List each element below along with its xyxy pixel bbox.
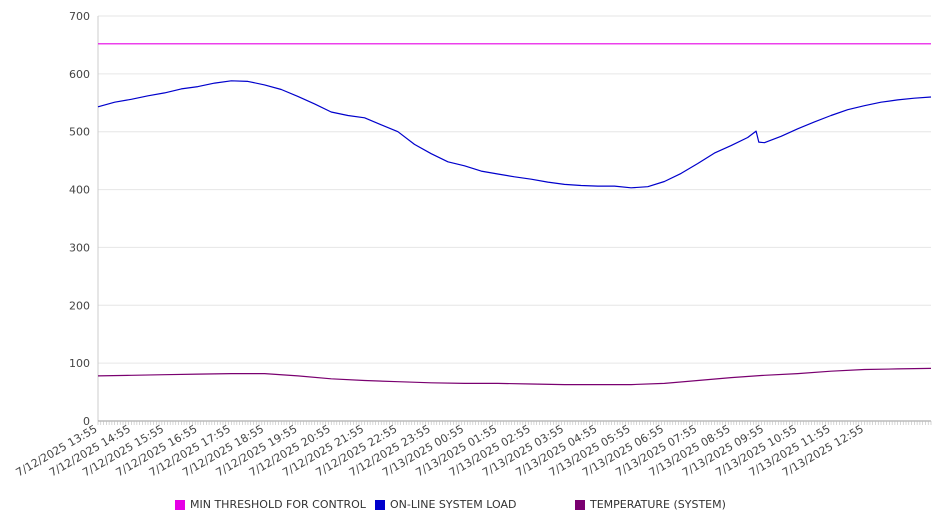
axes: [97, 16, 931, 422]
x-axis-ticks: 7/12/2025 13:557/12/2025 14:557/12/2025 …: [14, 421, 932, 479]
y-tick-label: 600: [69, 68, 90, 81]
series-lines: [97, 43, 932, 386]
y-tick-label: 0: [83, 415, 90, 428]
legend-swatch-temperature: [575, 499, 585, 510]
legend-label-threshold: MIN THRESHOLD FOR CONTROL: [190, 498, 366, 511]
legend-label-load: ON-LINE SYSTEM LOAD: [390, 498, 517, 511]
series-line-on-line-system-load: [97, 80, 932, 189]
y-tick-label: 400: [69, 184, 90, 197]
y-axis-tick-labels: 0 100 200 300 400 500 600 700: [69, 10, 90, 428]
legend-swatch-threshold: [175, 499, 185, 510]
legend-item-load[interactable]: ON-LINE SYSTEM LOAD: [375, 498, 516, 511]
y-tick-label: 700: [69, 10, 90, 23]
legend-item-temperature[interactable]: TEMPERATURE (SYSTEM): [575, 498, 726, 511]
legend-label-temperature: TEMPERATURE (SYSTEM): [590, 498, 726, 511]
y-tick-label: 200: [69, 299, 90, 312]
legend: MIN THRESHOLD FOR CONTROL ON-LINE SYSTEM…: [0, 498, 946, 514]
y-tick-label: 100: [69, 357, 90, 370]
legend-swatch-load: [375, 499, 385, 510]
y-tick-label: 500: [69, 126, 90, 139]
grid-lines: [98, 15, 931, 364]
legend-item-threshold[interactable]: MIN THRESHOLD FOR CONTROL: [175, 498, 366, 511]
y-tick-label: 300: [69, 241, 90, 254]
series-line-temperature-system: [97, 367, 932, 386]
